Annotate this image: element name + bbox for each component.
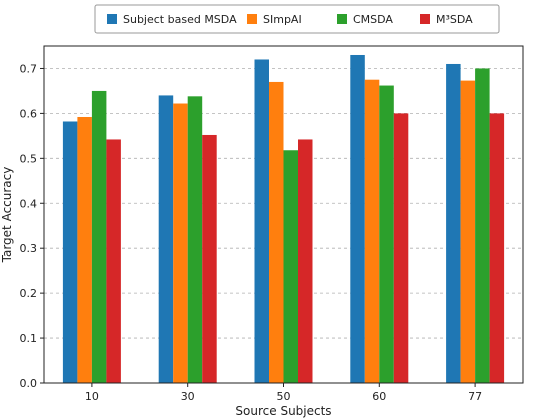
legend-swatch [107, 14, 117, 24]
x-axis-label: Source Subjects [235, 404, 331, 418]
y-tick-label: 0.1 [20, 332, 38, 345]
bar [350, 54, 365, 384]
bar [106, 139, 121, 383]
x-tick-label: 10 [85, 390, 99, 403]
bar [446, 63, 461, 384]
y-tick-label: 0.7 [20, 62, 38, 75]
bar [364, 79, 380, 383]
bar [173, 103, 188, 384]
bar [298, 139, 313, 383]
x-tick-label: 50 [277, 390, 291, 403]
bar [283, 150, 298, 383]
y-axis: 0.0 0.1 0.2 0.3 0.4 0.5 0.6 0.7 [20, 62, 44, 390]
bar [393, 113, 409, 384]
legend-box [94, 4, 500, 34]
legend-swatch [420, 14, 430, 24]
bar [475, 68, 490, 383]
x-tick-label: 30 [181, 390, 195, 403]
bar [460, 80, 476, 383]
legend-entry: SImpAI [263, 13, 302, 26]
bar [91, 90, 107, 383]
bars [62, 54, 505, 384]
legend-entry: Subject based MSDA [123, 13, 237, 26]
bar [379, 85, 394, 384]
legend-entry: CMSDA [353, 13, 393, 26]
bar [254, 59, 269, 383]
bar [202, 134, 217, 383]
y-tick-label: 0.4 [20, 197, 38, 210]
bar [62, 121, 78, 383]
bar [77, 116, 92, 384]
y-tick-label: 0.2 [20, 287, 38, 300]
y-tick-label: 0.0 [20, 377, 38, 390]
y-tick-label: 0.5 [20, 152, 38, 165]
y-tick-label: 0.3 [20, 242, 38, 255]
bar [187, 96, 203, 384]
legend: Subject based MSDA SImpAI CMSDA M³SDA [94, 4, 500, 34]
y-axis-label: Target Accuracy [0, 167, 14, 264]
bar [489, 113, 505, 384]
grid-lines [44, 68, 523, 339]
legend-swatch [337, 14, 347, 24]
x-tick-label: 60 [372, 390, 386, 403]
bar [269, 81, 284, 384]
x-tick-label: 77 [468, 390, 482, 403]
legend-entry: M³SDA [436, 13, 473, 26]
bar [158, 95, 174, 383]
legend-swatch [247, 14, 257, 24]
y-tick-label: 0.6 [20, 107, 38, 120]
x-axis: 10 30 50 60 77 [85, 383, 482, 403]
